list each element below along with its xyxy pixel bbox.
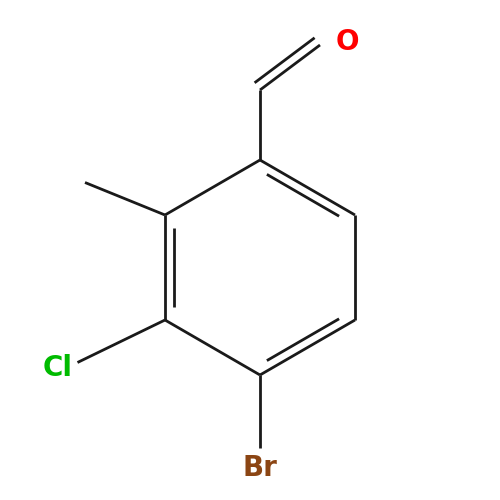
Text: Cl: Cl <box>42 354 72 382</box>
Text: Br: Br <box>242 454 278 481</box>
Text: O: O <box>336 28 359 56</box>
